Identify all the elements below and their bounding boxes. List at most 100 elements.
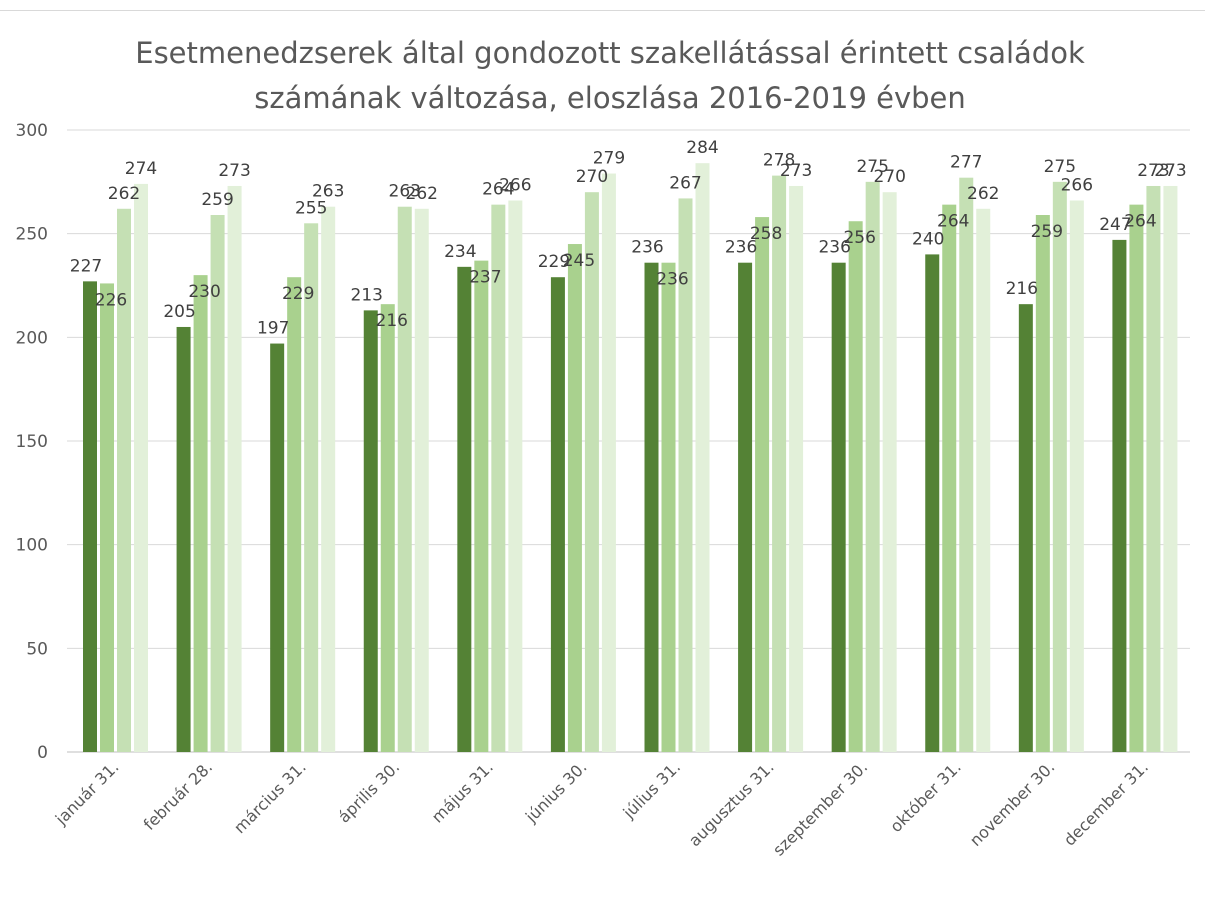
data-label: 213 [351, 285, 383, 305]
y-tick-label: 250 [16, 225, 48, 245]
chart-title-line-1: Esetmenedzserek által gondozott szakellá… [135, 36, 1085, 70]
data-label: 234 [444, 242, 476, 262]
data-label: 240 [912, 229, 944, 249]
data-label: 255 [295, 198, 327, 218]
data-label: 273 [780, 161, 812, 181]
data-label: 236 [818, 238, 850, 258]
bar [134, 183, 148, 752]
x-tick-label: október 31. [886, 757, 965, 836]
bar [550, 277, 565, 752]
x-tick-label: január 31. [51, 757, 123, 829]
bar [976, 208, 991, 752]
bar [882, 192, 897, 752]
data-label: 236 [656, 270, 688, 290]
data-label: 274 [125, 159, 157, 179]
x-tick-label: március 31. [230, 757, 310, 837]
data-label: 259 [201, 190, 233, 210]
data-label: 262 [967, 184, 999, 204]
y-tick-label: 150 [16, 432, 48, 452]
bar [695, 163, 710, 752]
data-label: 279 [593, 149, 625, 169]
data-label: 273 [218, 161, 250, 181]
data-label: 230 [188, 282, 220, 302]
bar [270, 343, 285, 752]
bar [474, 260, 489, 752]
bar [1035, 215, 1050, 753]
data-label: 256 [843, 228, 875, 248]
bar [508, 200, 523, 752]
bar [925, 254, 940, 752]
x-axis-ticks: január 31. február 28. március 31. április … [51, 757, 1152, 859]
data-label: 216 [1006, 279, 1038, 299]
bar [1163, 185, 1178, 753]
data-label: 262 [108, 184, 140, 204]
bar [567, 244, 582, 753]
bar [1129, 204, 1144, 752]
data-label: 275 [1044, 157, 1076, 177]
x-tick-label: április 30. [334, 757, 403, 826]
bar [1146, 185, 1161, 753]
data-label: 267 [669, 173, 701, 193]
bar [1052, 181, 1067, 753]
data-label: 270 [576, 167, 608, 187]
data-label: 263 [312, 182, 344, 202]
data-label: 247 [1099, 215, 1131, 235]
bar [287, 277, 302, 752]
x-tick-label: augusztus 31. [685, 757, 778, 850]
bar [831, 262, 846, 752]
bar [176, 326, 191, 752]
x-tick-label: június 30. [521, 757, 590, 826]
bar [1069, 200, 1084, 752]
data-label: 227 [70, 256, 102, 276]
bar [644, 262, 659, 752]
data-label: 237 [469, 268, 501, 288]
bar [789, 185, 804, 753]
bars [83, 163, 1178, 753]
bar [457, 266, 472, 752]
y-tick-label: 200 [16, 328, 48, 348]
bar [193, 275, 208, 752]
bar [678, 198, 693, 753]
bar [227, 185, 242, 753]
bar [601, 173, 616, 753]
data-label: 264 [482, 180, 514, 200]
y-tick-label: 300 [16, 121, 48, 141]
y-axis-ticks: 0 50 100 150 200 250 300 [16, 121, 48, 763]
bar [584, 192, 599, 752]
data-label: 277 [950, 153, 982, 173]
data-label: 226 [95, 290, 127, 310]
bar [397, 206, 412, 753]
bar [363, 310, 378, 752]
data-labels: 227 205 197 213 234 229 236 236 236 240 216 247 226 2… [70, 138, 1187, 338]
data-label: 258 [750, 224, 782, 244]
bar [100, 283, 114, 752]
bar [117, 208, 131, 752]
bar [959, 177, 974, 753]
data-label: 264 [1124, 212, 1156, 232]
data-label: 205 [163, 302, 195, 322]
bar [865, 181, 880, 753]
bar [755, 217, 770, 752]
bar [772, 175, 787, 752]
y-tick-label: 0 [37, 743, 48, 763]
data-label: 278 [763, 151, 795, 171]
bar [321, 206, 336, 753]
data-label: 273 [1154, 161, 1186, 181]
data-label: 266 [1061, 175, 1093, 195]
bar [848, 221, 863, 752]
bar [942, 204, 957, 752]
data-label: 245 [563, 251, 595, 271]
data-label: 259 [1031, 222, 1063, 242]
data-label: 284 [686, 138, 718, 158]
data-label: 236 [725, 238, 757, 258]
bar [83, 281, 97, 752]
x-tick-label: szeptember 30. [769, 757, 871, 859]
bar [1018, 304, 1033, 752]
data-label: 273 [1137, 161, 1169, 181]
x-tick-label: július 31. [619, 757, 684, 822]
data-label: 197 [257, 319, 289, 339]
data-label: 216 [376, 311, 408, 331]
top-border-line [0, 10, 1205, 11]
data-label: 266 [499, 175, 531, 195]
